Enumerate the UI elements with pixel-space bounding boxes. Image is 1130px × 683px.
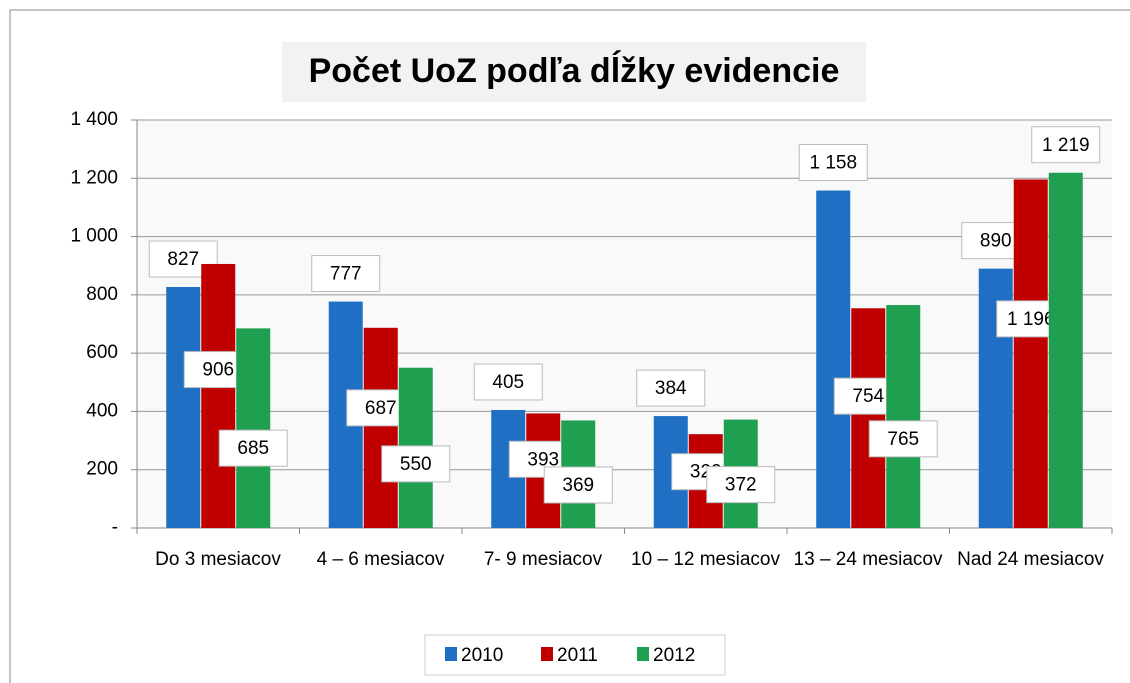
data-label: 687 [365, 398, 397, 419]
legend-swatch [637, 647, 649, 661]
data-label: 369 [562, 475, 594, 496]
bar [166, 286, 201, 528]
data-label-box [868, 420, 938, 458]
data-label-box [473, 363, 543, 401]
data-label: 685 [237, 438, 269, 459]
data-label: 372 [725, 475, 757, 496]
bar [236, 328, 271, 528]
bar [851, 308, 886, 528]
legend-label: 2012 [653, 645, 695, 666]
x-tick-label: 7- 9 mesiacov [483, 549, 603, 570]
data-label: 906 [202, 360, 234, 381]
data-label-box [798, 144, 868, 182]
y-tick-label: - [112, 517, 118, 538]
data-label-box [706, 466, 776, 504]
bar [201, 263, 236, 528]
data-label: 827 [167, 249, 199, 270]
data-label: 890 [980, 231, 1012, 252]
data-label: 405 [492, 372, 524, 393]
data-label: 1 219 [1042, 135, 1090, 156]
data-label: 550 [400, 454, 432, 475]
y-tick-label: 1 400 [70, 109, 118, 130]
bar [886, 305, 921, 528]
data-label: 384 [655, 378, 687, 399]
x-tick-label: Nad 24 mesiacov [957, 549, 1104, 570]
y-tick-label: 1 000 [70, 226, 118, 247]
data-label: 777 [330, 264, 362, 285]
data-label-box [311, 255, 381, 293]
y-tick-label: 800 [86, 284, 118, 305]
x-tick-label: 10 – 12 mesiacov [631, 549, 780, 570]
x-tick-label: Do 3 mesiacov [155, 549, 281, 570]
bar [816, 190, 851, 529]
legend-swatch [445, 647, 457, 661]
data-label: 1 196 [1007, 309, 1055, 330]
legend-box [424, 634, 726, 676]
y-tick-label: 1 200 [70, 167, 118, 188]
data-label-box [543, 466, 613, 504]
data-label-box [1031, 126, 1101, 164]
plot-area [137, 120, 1112, 528]
title-box [282, 42, 866, 102]
y-tick-label: 600 [86, 342, 118, 363]
y-tick-label: 200 [86, 459, 118, 480]
legend-label: 2010 [461, 645, 503, 666]
x-tick-label: 4 – 6 mesiacov [316, 549, 445, 570]
legend-label: 2011 [557, 645, 598, 666]
data-label-box [218, 429, 288, 467]
bar [363, 327, 398, 528]
data-label: 754 [852, 386, 884, 407]
y-tick-label: 400 [86, 400, 118, 421]
data-label: 1 158 [809, 153, 857, 174]
data-label: 765 [887, 429, 919, 450]
chart-title: Počet UoZ podľa dĺžky evidencie [309, 51, 840, 90]
bar [1013, 179, 1048, 529]
bar [1048, 172, 1083, 528]
x-tick-label: 13 – 24 mesiacov [793, 549, 943, 570]
data-label-box [636, 369, 706, 407]
legend-swatch [541, 647, 553, 661]
data-label-box [381, 445, 451, 483]
data-label: 393 [527, 449, 559, 470]
